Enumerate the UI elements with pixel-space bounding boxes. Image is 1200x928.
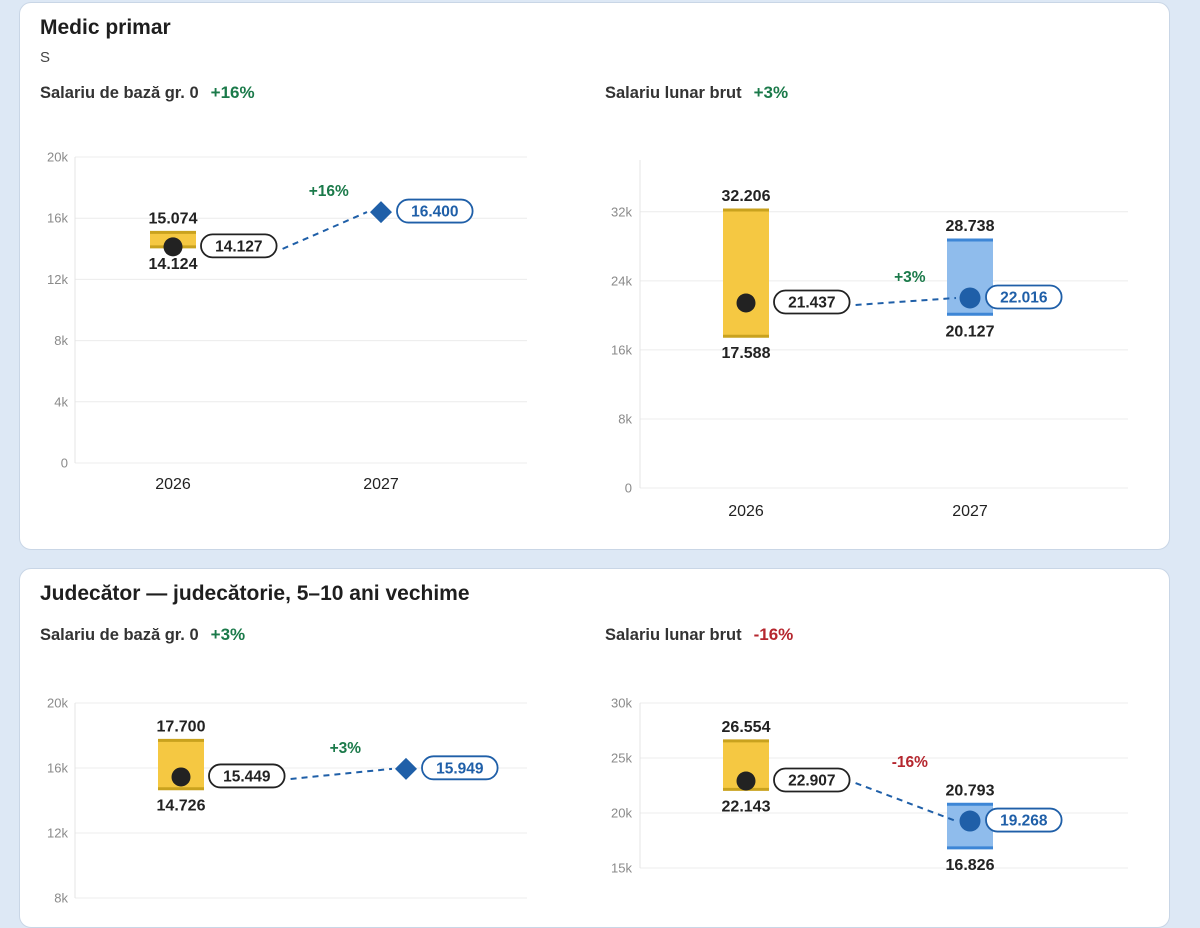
point-2027-pill	[396, 198, 474, 224]
change-percent-label: +3%	[330, 740, 362, 757]
y-tick-label: 12k	[47, 826, 68, 841]
card-subtitle: S	[40, 49, 51, 66]
panel-heading-base-salary: Salariu de bază gr. 0 +3%	[40, 625, 245, 645]
point-2027	[370, 201, 392, 224]
point-2027	[395, 757, 417, 780]
x-category-2026: 2026	[155, 476, 191, 493]
point-2026-pill	[773, 289, 851, 315]
point-2026	[736, 293, 756, 313]
point-2027-label: 19.268	[1000, 813, 1048, 830]
panel-heading-gross-salary: Salariu lunar brut +3%	[605, 83, 788, 103]
range-2026-high-label: 15.074	[149, 210, 198, 227]
chart-medic-base-salary: 0 4k 8k 12k 16k 20k 2026 2027 15.074 14.124 14.127…	[47, 150, 1128, 906]
y-tick-label: 8k	[54, 333, 68, 348]
range-2027-high-label: 20.793	[946, 782, 995, 799]
panel-heading-label: Salariu de bază gr. 0	[40, 626, 199, 644]
panel-heading-gross-salary: Salariu lunar brut -16%	[605, 625, 793, 645]
range-2027-low-label: 20.127	[946, 323, 995, 340]
y-tick-label: 4k	[54, 394, 68, 409]
point-2026-label: 21.437	[788, 294, 835, 311]
point-2027-pill	[421, 755, 499, 781]
range-2026-high-label: 26.554	[722, 719, 771, 736]
change-percent-label: +3%	[894, 269, 926, 286]
point-2027	[959, 287, 981, 309]
range-2027-low-label: 16.826	[946, 857, 995, 874]
panel-change-badge: -16%	[753, 625, 794, 644]
panel-change-badge: +16%	[210, 83, 255, 102]
range-2026-low-label: 22.143	[722, 798, 771, 815]
y-tick-label: 15k	[611, 861, 632, 876]
point-2026	[736, 771, 756, 791]
change-connector	[290, 767, 393, 780]
card-title: Judecător — judecătorie, 5–10 ani vechim…	[40, 582, 470, 605]
range-2026-low-label: 17.588	[722, 345, 771, 362]
y-tick-label: 12k	[47, 272, 68, 287]
y-tick-label: 20k	[611, 806, 632, 821]
y-tick-label: 30k	[611, 696, 632, 711]
change-connector	[282, 211, 368, 250]
change-percent-label: +16%	[309, 183, 349, 200]
range-bar-2026	[723, 210, 769, 337]
range-2026-high-label: 32.206	[722, 188, 771, 205]
panel-change-badge: +3%	[753, 83, 789, 102]
point-2026-label: 15.449	[223, 768, 271, 785]
panel-change-badge: +3%	[210, 625, 246, 644]
point-2026-pill	[200, 233, 278, 259]
point-2027-pill	[985, 807, 1063, 833]
change-percent-label: -16%	[892, 754, 928, 771]
panel-heading-label: Salariu lunar brut	[605, 626, 742, 644]
point-2026-label: 22.907	[788, 773, 835, 790]
y-tick-label: 0	[61, 456, 68, 471]
range-2026-high-label: 17.700	[157, 718, 206, 735]
card-title: Medic primar	[40, 16, 171, 39]
point-2027-pill	[985, 284, 1063, 310]
panel-heading-label: Salariu lunar brut	[605, 84, 742, 102]
x-category-2027: 2027	[952, 503, 988, 520]
x-category-2027: 2027	[363, 476, 399, 493]
x-category-2026: 2026	[728, 503, 764, 520]
point-2026-pill	[208, 763, 286, 789]
point-2027-label: 16.400	[411, 204, 458, 221]
y-tick-label: 32k	[611, 204, 632, 219]
y-tick-label: 16k	[611, 342, 632, 357]
range-2027-high-label: 28.738	[946, 218, 995, 235]
point-2026	[163, 237, 183, 257]
y-tick-label: 16k	[47, 211, 68, 226]
y-tick-label: 0	[625, 481, 632, 496]
range-2026-low-label: 14.124	[149, 256, 198, 273]
y-tick-label: 8k	[618, 411, 632, 426]
change-connector	[855, 296, 957, 306]
change-connector	[855, 782, 957, 822]
y-tick-label: 20k	[47, 150, 68, 165]
y-tick-label: 16k	[47, 761, 68, 776]
point-2026-pill	[773, 767, 851, 793]
point-2027-label: 22.016	[1000, 289, 1048, 306]
panel-heading-label: Salariu de bază gr. 0	[40, 84, 199, 102]
y-tick-label: 24k	[611, 273, 632, 288]
point-2027	[959, 810, 981, 832]
y-tick-label: 25k	[611, 751, 632, 766]
y-tick-label: 8k	[54, 891, 68, 906]
range-2026-low-label: 14.726	[157, 798, 206, 815]
point-2026	[171, 767, 191, 787]
point-2027-label: 15.949	[436, 760, 484, 777]
y-tick-label: 20k	[47, 696, 68, 711]
panel-heading-base-salary: Salariu de bază gr. 0 +16%	[40, 83, 255, 103]
point-2026-label: 14.127	[215, 238, 262, 255]
